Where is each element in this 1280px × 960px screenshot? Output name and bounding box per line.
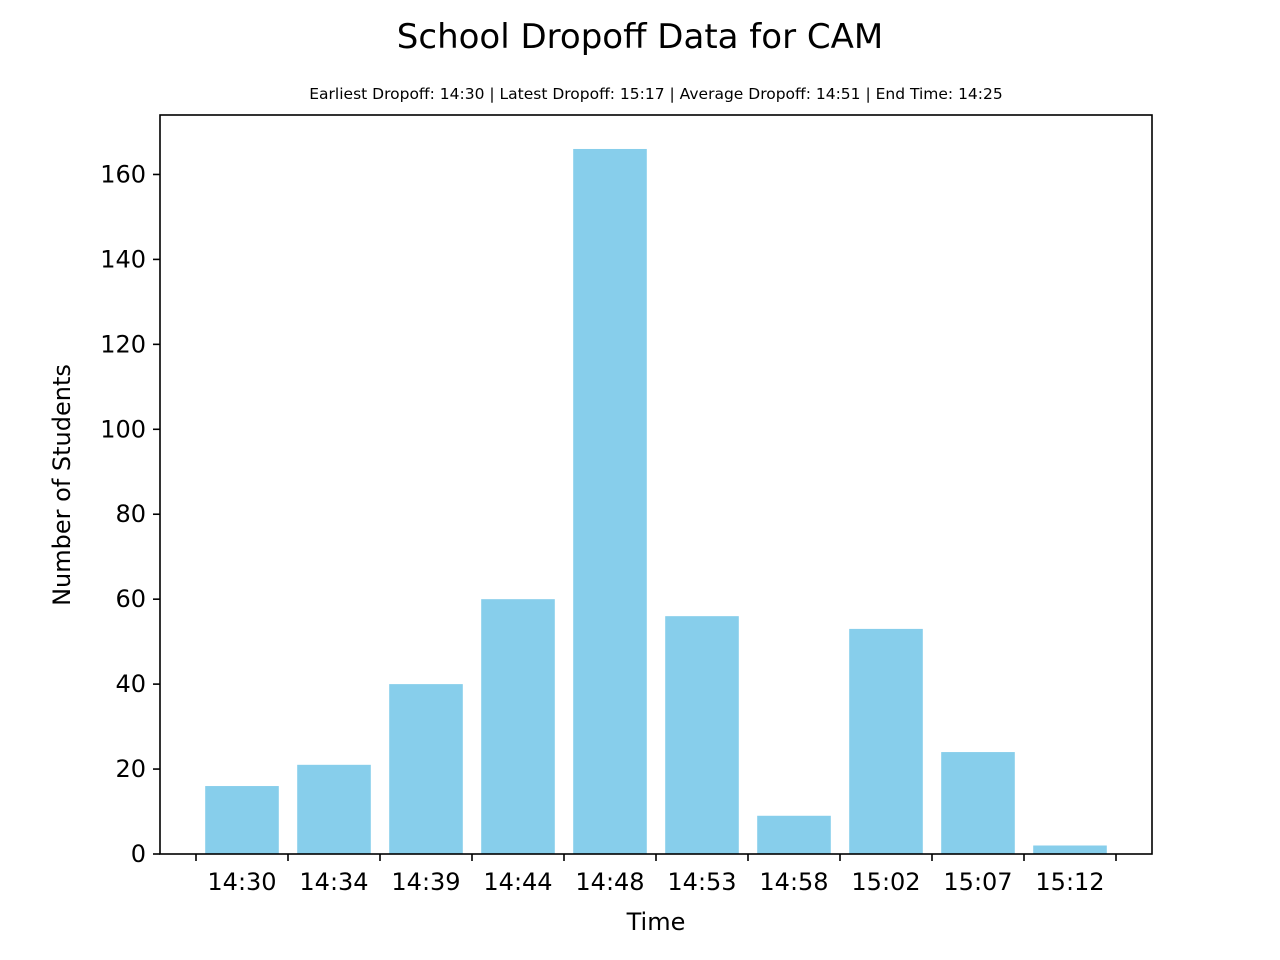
bar-1502 (849, 628, 923, 854)
bar-1439 (389, 684, 463, 854)
plot-frame (159, 114, 1153, 855)
y-tick-label: 0 (131, 840, 146, 868)
x-tick-label: 15:02 (851, 868, 920, 896)
y-tick-label: 60 (115, 585, 146, 613)
x-tick-label: 14:58 (759, 868, 828, 896)
x-tick-label: 15:12 (1035, 868, 1104, 896)
x-tick-label: 14:34 (299, 868, 368, 896)
bar-1444 (481, 599, 555, 854)
x-tick-label: 14:30 (207, 868, 276, 896)
y-ticks-group: 0 20 40 60 80 100 120 140 160 (100, 160, 160, 868)
bar-1434 (297, 764, 371, 854)
y-tick-label: 20 (115, 755, 146, 783)
bar-1458 (757, 815, 831, 854)
x-tick-label: 14:39 (391, 868, 460, 896)
bar-1448 (573, 148, 647, 855)
bar-1430 (205, 786, 279, 854)
bars-group (205, 148, 1107, 855)
chart-title: School Dropoff Data for CAM (397, 17, 883, 57)
y-tick-label: 40 (115, 670, 146, 698)
x-ticks-group: 14:30 14:34 14:39 14:44 14:48 14:53 14:58 15:02… (195, 854, 1117, 896)
y-tick-label: 140 (100, 245, 146, 273)
x-tick-label: 15:07 (943, 868, 1012, 896)
bar-1453 (665, 616, 739, 854)
x-tick-label: 14:48 (575, 868, 644, 896)
bar-1512 (1033, 845, 1107, 854)
y-tick-label: 80 (115, 500, 146, 528)
y-tick-label: 160 (100, 160, 146, 188)
x-axis-label: Time (626, 908, 686, 936)
chart-subtitle: Earliest Dropoff: 14:30 | Latest Dropoff… (309, 85, 1002, 103)
bar-1507 (941, 752, 1015, 854)
y-tick-label: 120 (100, 330, 146, 358)
x-tick-label: 14:53 (667, 868, 736, 896)
y-tick-label: 100 (100, 415, 146, 443)
y-axis-label: Number of Students (48, 364, 76, 606)
x-tick-label: 14:44 (483, 868, 552, 896)
